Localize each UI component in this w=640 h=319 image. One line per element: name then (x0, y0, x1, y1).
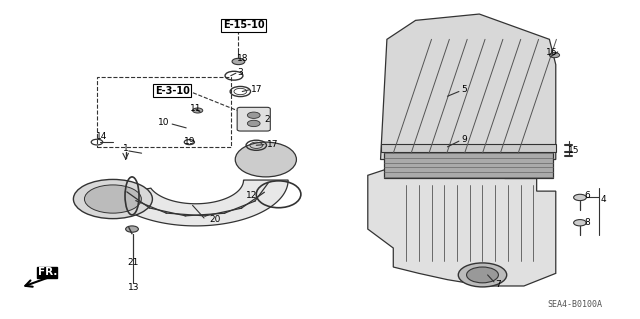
Text: 2: 2 (264, 115, 270, 123)
Text: 3: 3 (237, 68, 243, 77)
Circle shape (247, 112, 260, 118)
Circle shape (549, 53, 559, 58)
Polygon shape (381, 14, 556, 160)
Text: 21: 21 (127, 258, 139, 267)
Text: 5: 5 (462, 85, 468, 94)
Text: 18: 18 (237, 55, 248, 63)
FancyBboxPatch shape (237, 107, 270, 131)
Circle shape (84, 185, 141, 213)
Circle shape (193, 108, 203, 113)
Bar (381, 144, 556, 152)
Text: E-3-10: E-3-10 (155, 85, 189, 96)
Text: 10: 10 (158, 118, 170, 127)
Circle shape (573, 219, 586, 226)
Circle shape (247, 120, 260, 127)
Text: 13: 13 (127, 283, 139, 292)
Text: 9: 9 (462, 135, 468, 145)
Bar (97, 77, 231, 147)
Text: 15: 15 (568, 145, 579, 154)
Circle shape (573, 194, 586, 201)
Text: SEA4-B0100A: SEA4-B0100A (547, 300, 602, 309)
Circle shape (232, 58, 245, 65)
Bar (384, 152, 552, 178)
Text: FR.: FR. (38, 267, 57, 278)
Circle shape (74, 179, 152, 219)
Text: 17: 17 (266, 139, 278, 149)
Text: FR.: FR. (38, 267, 57, 278)
Text: 17: 17 (250, 85, 262, 94)
Text: 7: 7 (495, 280, 500, 289)
Polygon shape (368, 160, 556, 286)
Text: 8: 8 (585, 218, 591, 226)
Polygon shape (109, 180, 288, 226)
Circle shape (125, 226, 138, 232)
Text: E-15-10: E-15-10 (223, 20, 264, 30)
Text: 14: 14 (97, 132, 108, 141)
Text: 11: 11 (190, 104, 202, 113)
Ellipse shape (236, 142, 296, 177)
Circle shape (467, 267, 499, 283)
Text: 6: 6 (585, 191, 591, 200)
Text: 20: 20 (209, 215, 221, 224)
Text: 4: 4 (601, 195, 606, 204)
Text: 1: 1 (123, 144, 129, 153)
Circle shape (458, 263, 507, 287)
Text: 16: 16 (545, 48, 557, 57)
Text: 19: 19 (184, 137, 196, 146)
Text: 12: 12 (246, 191, 257, 200)
